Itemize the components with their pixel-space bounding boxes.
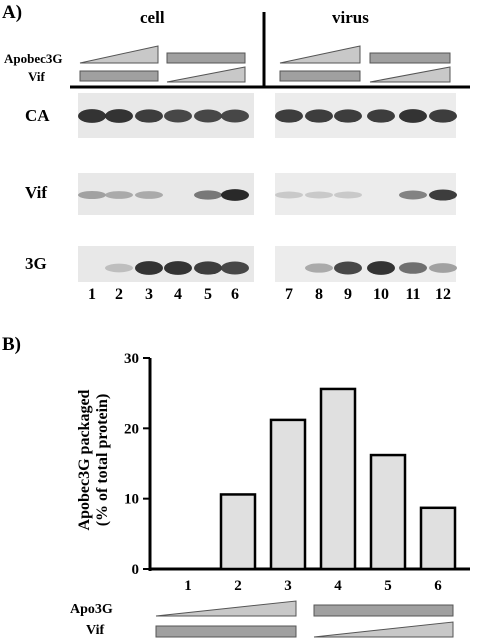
lane-number: 1 <box>88 286 96 303</box>
blot-3g-virus <box>275 246 456 282</box>
band-ca-lane-5 <box>194 109 222 123</box>
band-ca-lane-2 <box>105 109 133 123</box>
band-vif-lane-11 <box>399 190 427 200</box>
bar-4 <box>319 387 357 571</box>
lane-number: 6 <box>231 286 239 303</box>
apobec3g-bar-cell <box>166 52 246 64</box>
lane-number: 4 <box>174 286 182 303</box>
bar-5 <box>369 453 407 571</box>
lane-number: 2 <box>115 286 123 303</box>
header-virus: virus <box>332 8 369 27</box>
lane-number: 9 <box>344 286 352 303</box>
x-tick-label: 4 <box>334 578 342 594</box>
lane-number: 5 <box>204 286 212 303</box>
vif-wedge-virus <box>369 66 451 83</box>
panel-a-graphics <box>70 12 470 275</box>
panel-a-label: A) <box>2 2 23 23</box>
band-vif-lane-9 <box>334 191 362 199</box>
band-3g-lane-11 <box>399 262 427 274</box>
band-vif-lane-5 <box>194 190 222 200</box>
control-label-vif-b: Vif <box>86 623 105 638</box>
band-ca-lane-8 <box>305 109 333 123</box>
lane-number: 3 <box>145 286 153 303</box>
vif-wedge-b <box>313 621 454 638</box>
y-tick-label: 20 <box>124 421 139 437</box>
band-3g-lane-12 <box>429 263 457 273</box>
apo3g-wedge <box>155 600 297 617</box>
band-3g-lane-5 <box>194 261 222 275</box>
bar-3 <box>269 418 307 571</box>
x-tick-label: 3 <box>284 578 292 594</box>
x-tick-label: 1 <box>184 578 192 594</box>
apo3g-bar <box>313 604 454 617</box>
panel-b-label: B) <box>2 334 21 355</box>
band-3g-lane-10 <box>367 261 395 275</box>
vif-bar-b <box>155 625 297 638</box>
apobec3g-wedge-cell <box>79 45 159 64</box>
band-3g-lane-9 <box>334 261 362 275</box>
band-ca-lane-1 <box>78 109 106 123</box>
band-ca-lane-9 <box>334 109 362 123</box>
band-vif-lane-12 <box>429 189 457 201</box>
band-ca-lane-3 <box>135 109 163 123</box>
band-vif-lane-6 <box>221 189 249 201</box>
y-tick-label: 30 <box>124 351 139 367</box>
lane-number: 7 <box>285 286 293 303</box>
bar-2 <box>219 493 257 571</box>
band-3g-lane-8 <box>305 263 333 273</box>
vif-wedge-cell <box>166 66 246 83</box>
lane-number: 10 <box>373 286 389 303</box>
row-label-3g: 3G <box>25 254 47 273</box>
x-tick-label: 6 <box>434 578 442 594</box>
band-ca-lane-10 <box>367 109 395 123</box>
band-ca-lane-11 <box>399 109 427 123</box>
lane-number: 8 <box>315 286 323 303</box>
band-3g-lane-3 <box>135 261 163 275</box>
band-ca-lane-6 <box>221 109 249 123</box>
x-tick-label: 5 <box>384 578 392 594</box>
apobec3g-bar-virus <box>369 52 451 64</box>
vif-bar-cell <box>79 70 159 82</box>
band-vif-lane-2 <box>105 191 133 199</box>
band-ca-lane-12 <box>429 109 457 123</box>
apobec3g-wedge-virus <box>279 45 361 64</box>
header-cell: cell <box>140 8 165 27</box>
band-ca-lane-7 <box>275 109 303 123</box>
row-label-vif: Vif <box>25 183 48 202</box>
lane-number: 11 <box>405 286 421 303</box>
control-label-apo3g: Apo3G <box>70 602 113 617</box>
y-tick-label: 10 <box>124 492 139 508</box>
vif-bar-virus <box>279 70 361 82</box>
band-3g-lane-6 <box>221 261 249 275</box>
band-3g-lane-4 <box>164 261 192 275</box>
band-vif-lane-8 <box>305 191 333 199</box>
bar-6 <box>419 506 457 571</box>
band-ca-lane-4 <box>164 109 192 123</box>
control-label-apobec3g: Apobec3G <box>4 51 63 66</box>
row-label-ca: CA <box>25 106 50 125</box>
y-tick-label: 0 <box>132 562 140 578</box>
control-label-vif: Vif <box>28 69 45 84</box>
band-3g-lane-2 <box>105 263 133 273</box>
band-vif-lane-1 <box>78 190 106 200</box>
x-tick-label: 2 <box>234 578 242 594</box>
lane-number: 12 <box>435 286 451 303</box>
band-vif-lane-3 <box>135 191 163 199</box>
band-vif-lane-7 <box>275 191 303 199</box>
